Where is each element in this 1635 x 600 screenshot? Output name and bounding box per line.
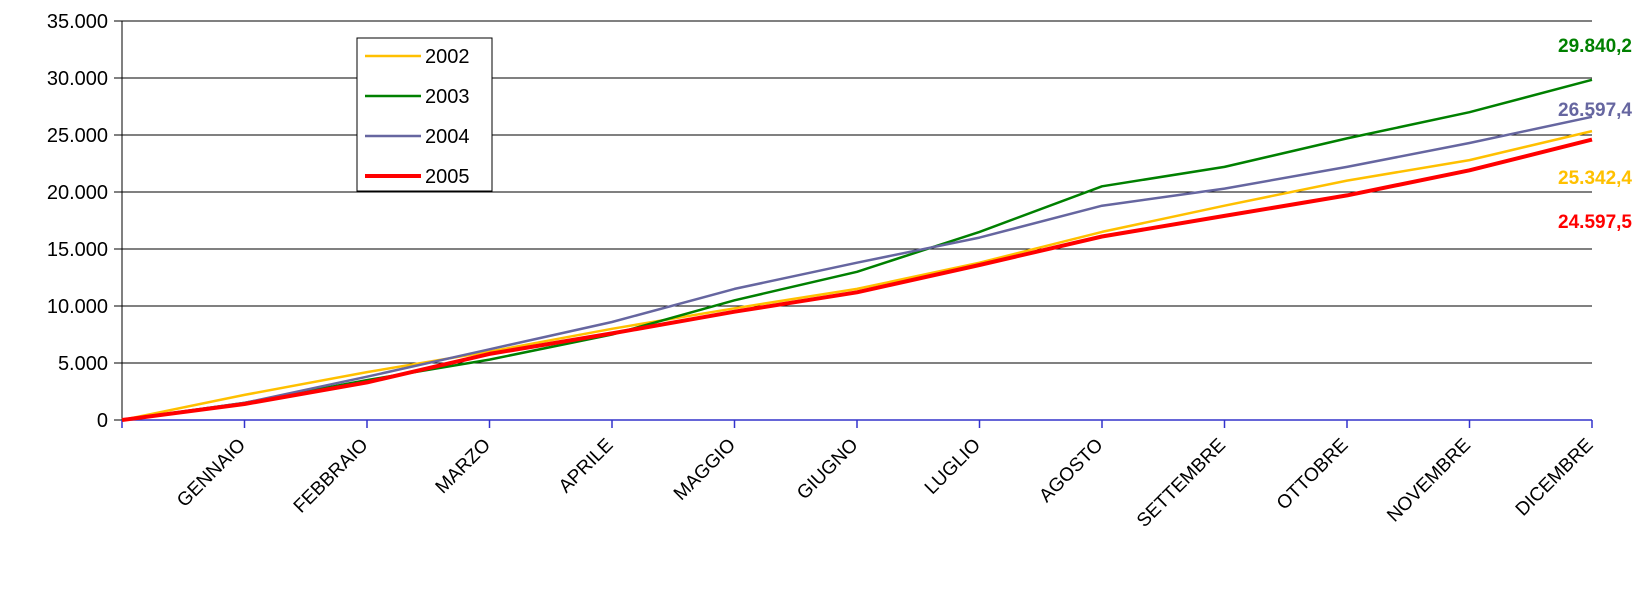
y-tick-label: 25.000 [47,125,108,147]
series-lines [121,78,1593,422]
x-tick-label: GENNAIO [173,435,250,512]
legend-label-2002: 2002 [425,46,470,68]
x-tick-label: APRILE [555,435,618,498]
x-tick-label: MARZO [432,435,495,498]
y-tick-label: 35.000 [47,11,108,33]
series-line-2005 [121,137,1593,422]
end-value-label-2003: 29.840,2 [1558,36,1632,57]
series-line-2004 [121,115,1593,422]
legend-label-2005: 2005 [425,166,470,188]
x-tick-label: SETTEMBRE [1133,435,1230,532]
legend-label-2003: 2003 [425,86,470,108]
legend-label-2004: 2004 [425,126,470,148]
y-tick-label: 0 [97,410,108,432]
y-tick-label: 30.000 [47,68,108,90]
x-tick-label: LUGLIO [921,435,985,499]
x-tick-label: OTTOBRE [1273,435,1353,515]
y-tick-label: 20.000 [47,182,108,204]
end-value-label-2002: 25.342,4 [1558,168,1632,189]
y-tick-label: 5.000 [58,353,108,375]
end-labels: 25.342,4 29.840,2 26.597,4 24.597,5 [1558,36,1632,233]
x-tick-label: NOVEMBRE [1383,435,1475,527]
end-value-label-2005: 24.597,5 [1558,212,1632,233]
x-tick-label: DICEMBRE [1512,435,1598,521]
y-tick-label: 15.000 [47,239,108,261]
end-value-label-2004: 26.597,4 [1558,100,1632,121]
series-line-2002 [121,129,1593,422]
series-line-2003 [121,78,1593,422]
x-tick-label: FEBBRAIO [290,435,373,518]
x-tick-label: MAGGIO [670,435,740,505]
x-tick-label: GIUGNO [793,435,862,504]
x-tick-label: AGOSTO [1035,435,1107,507]
legend: 2002 2003 2004 2005 [356,37,493,192]
y-tick-label: 10.000 [47,296,108,318]
legend-box [356,37,493,192]
